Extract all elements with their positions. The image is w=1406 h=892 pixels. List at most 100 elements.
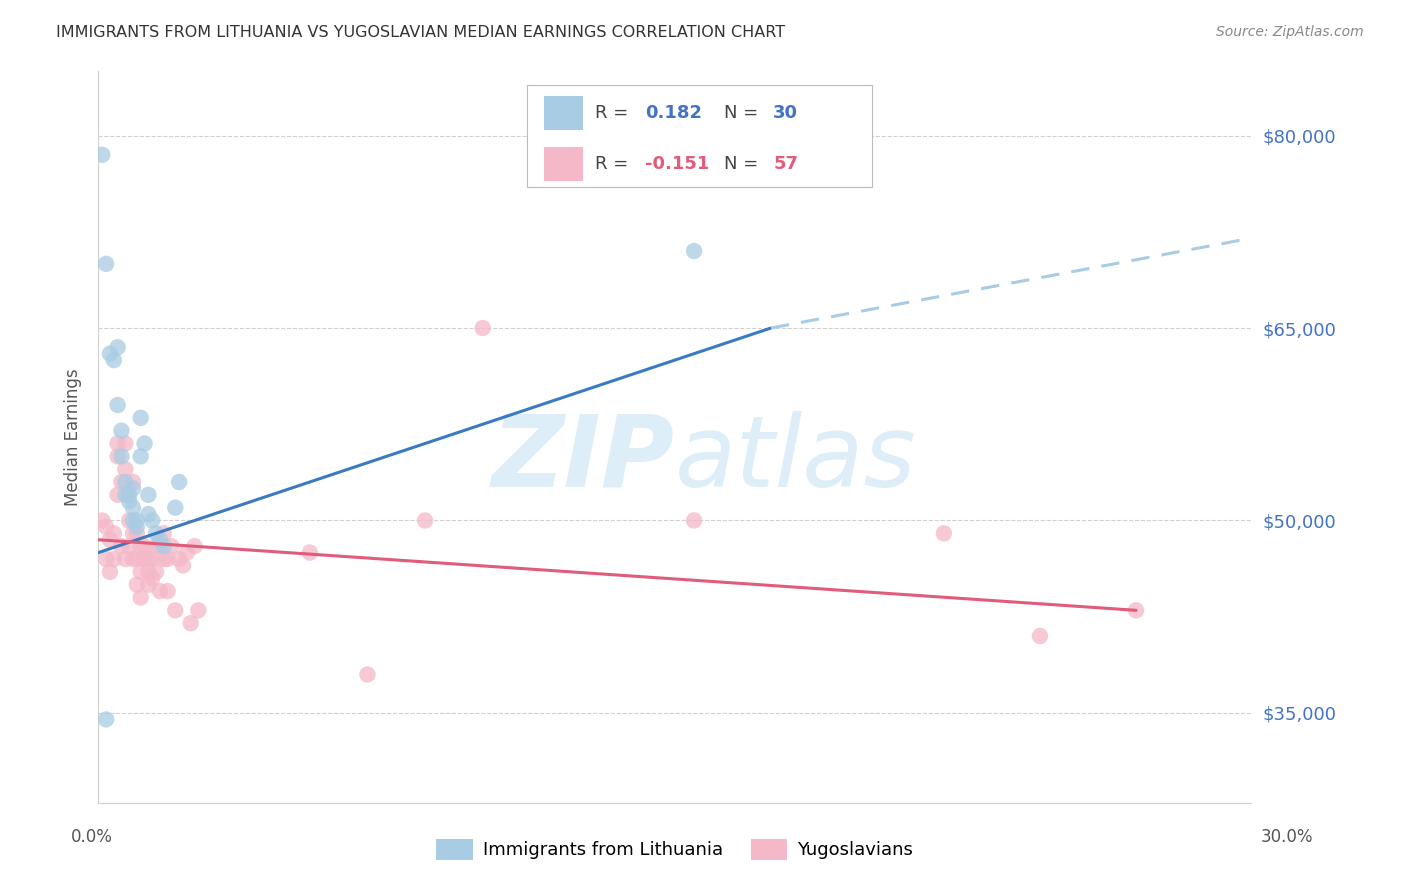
Point [125,526,148,541]
Point [176,545,198,559]
Point [138,488,160,502]
Text: R =: R = [595,155,634,173]
Point [356,667,378,681]
Point [118,488,141,502]
Point [125,514,148,528]
Point [183,539,205,553]
Point [98,565,121,579]
Point [145,539,167,553]
Point [932,526,955,541]
Point [134,552,156,566]
Point [110,450,132,464]
Point [152,526,174,541]
Point [683,514,706,528]
Point [107,450,129,464]
Text: N =: N = [724,155,763,173]
Point [129,565,152,579]
Point [91,148,114,162]
Point [165,500,187,515]
Legend: Immigrants from Lithuania, Yugoslavians: Immigrants from Lithuania, Yugoslavians [429,831,921,867]
Point [103,552,125,566]
Point [152,539,174,553]
Point [1029,629,1052,643]
Point [114,462,136,476]
Point [134,539,156,553]
Y-axis label: Median Earnings: Median Earnings [65,368,83,506]
Text: R =: R = [595,104,634,122]
Point [107,398,129,412]
Point [110,539,132,553]
Point [122,500,145,515]
Point [91,514,114,528]
Point [114,436,136,450]
Text: Source: ZipAtlas.com: Source: ZipAtlas.com [1216,25,1364,39]
Point [141,552,163,566]
Text: N =: N = [724,104,763,122]
Point [94,712,117,726]
Point [122,526,145,541]
Point [413,514,436,528]
Point [1125,603,1147,617]
Point [103,353,125,368]
Point [167,475,190,489]
Point [180,616,202,631]
Point [152,552,174,566]
Point [160,539,183,553]
Point [122,552,145,566]
Point [118,494,141,508]
Point [172,558,194,573]
Point [141,571,163,585]
Point [107,340,129,354]
Point [114,475,136,489]
Text: 30.0%: 30.0% [1260,828,1313,846]
Point [165,603,187,617]
Point [156,584,179,599]
Point [107,488,129,502]
Point [114,552,136,566]
Point [129,450,152,464]
Point [94,520,117,534]
Point [138,507,160,521]
Point [138,565,160,579]
Point [110,424,132,438]
Point [94,257,117,271]
Text: 0.0%: 0.0% [70,828,112,846]
Point [471,321,494,335]
Text: 30: 30 [773,104,799,122]
Point [118,514,141,528]
Text: -0.151: -0.151 [645,155,710,173]
Point [298,545,321,559]
Point [114,488,136,502]
Text: 0.182: 0.182 [645,104,703,122]
Point [138,577,160,591]
Point [129,591,152,605]
Point [122,514,145,528]
Point [149,584,172,599]
Point [103,526,125,541]
Text: atlas: atlas [675,410,917,508]
Point [118,539,141,553]
Point [125,520,148,534]
Point [145,565,167,579]
Point [98,533,121,547]
Text: ZIP: ZIP [492,410,675,508]
Point [122,482,145,496]
Point [125,552,148,566]
Point [122,475,145,489]
Point [149,539,172,553]
Point [110,475,132,489]
Point [107,436,129,450]
Point [129,539,152,553]
Point [187,603,209,617]
Point [167,552,190,566]
Point [125,577,148,591]
Point [98,346,121,360]
Point [129,410,152,425]
Point [149,533,172,547]
Point [141,514,163,528]
Point [683,244,706,258]
Point [138,552,160,566]
Point [145,526,167,541]
Text: IMMIGRANTS FROM LITHUANIA VS YUGOSLAVIAN MEDIAN EARNINGS CORRELATION CHART: IMMIGRANTS FROM LITHUANIA VS YUGOSLAVIAN… [56,25,786,40]
Point [94,552,117,566]
